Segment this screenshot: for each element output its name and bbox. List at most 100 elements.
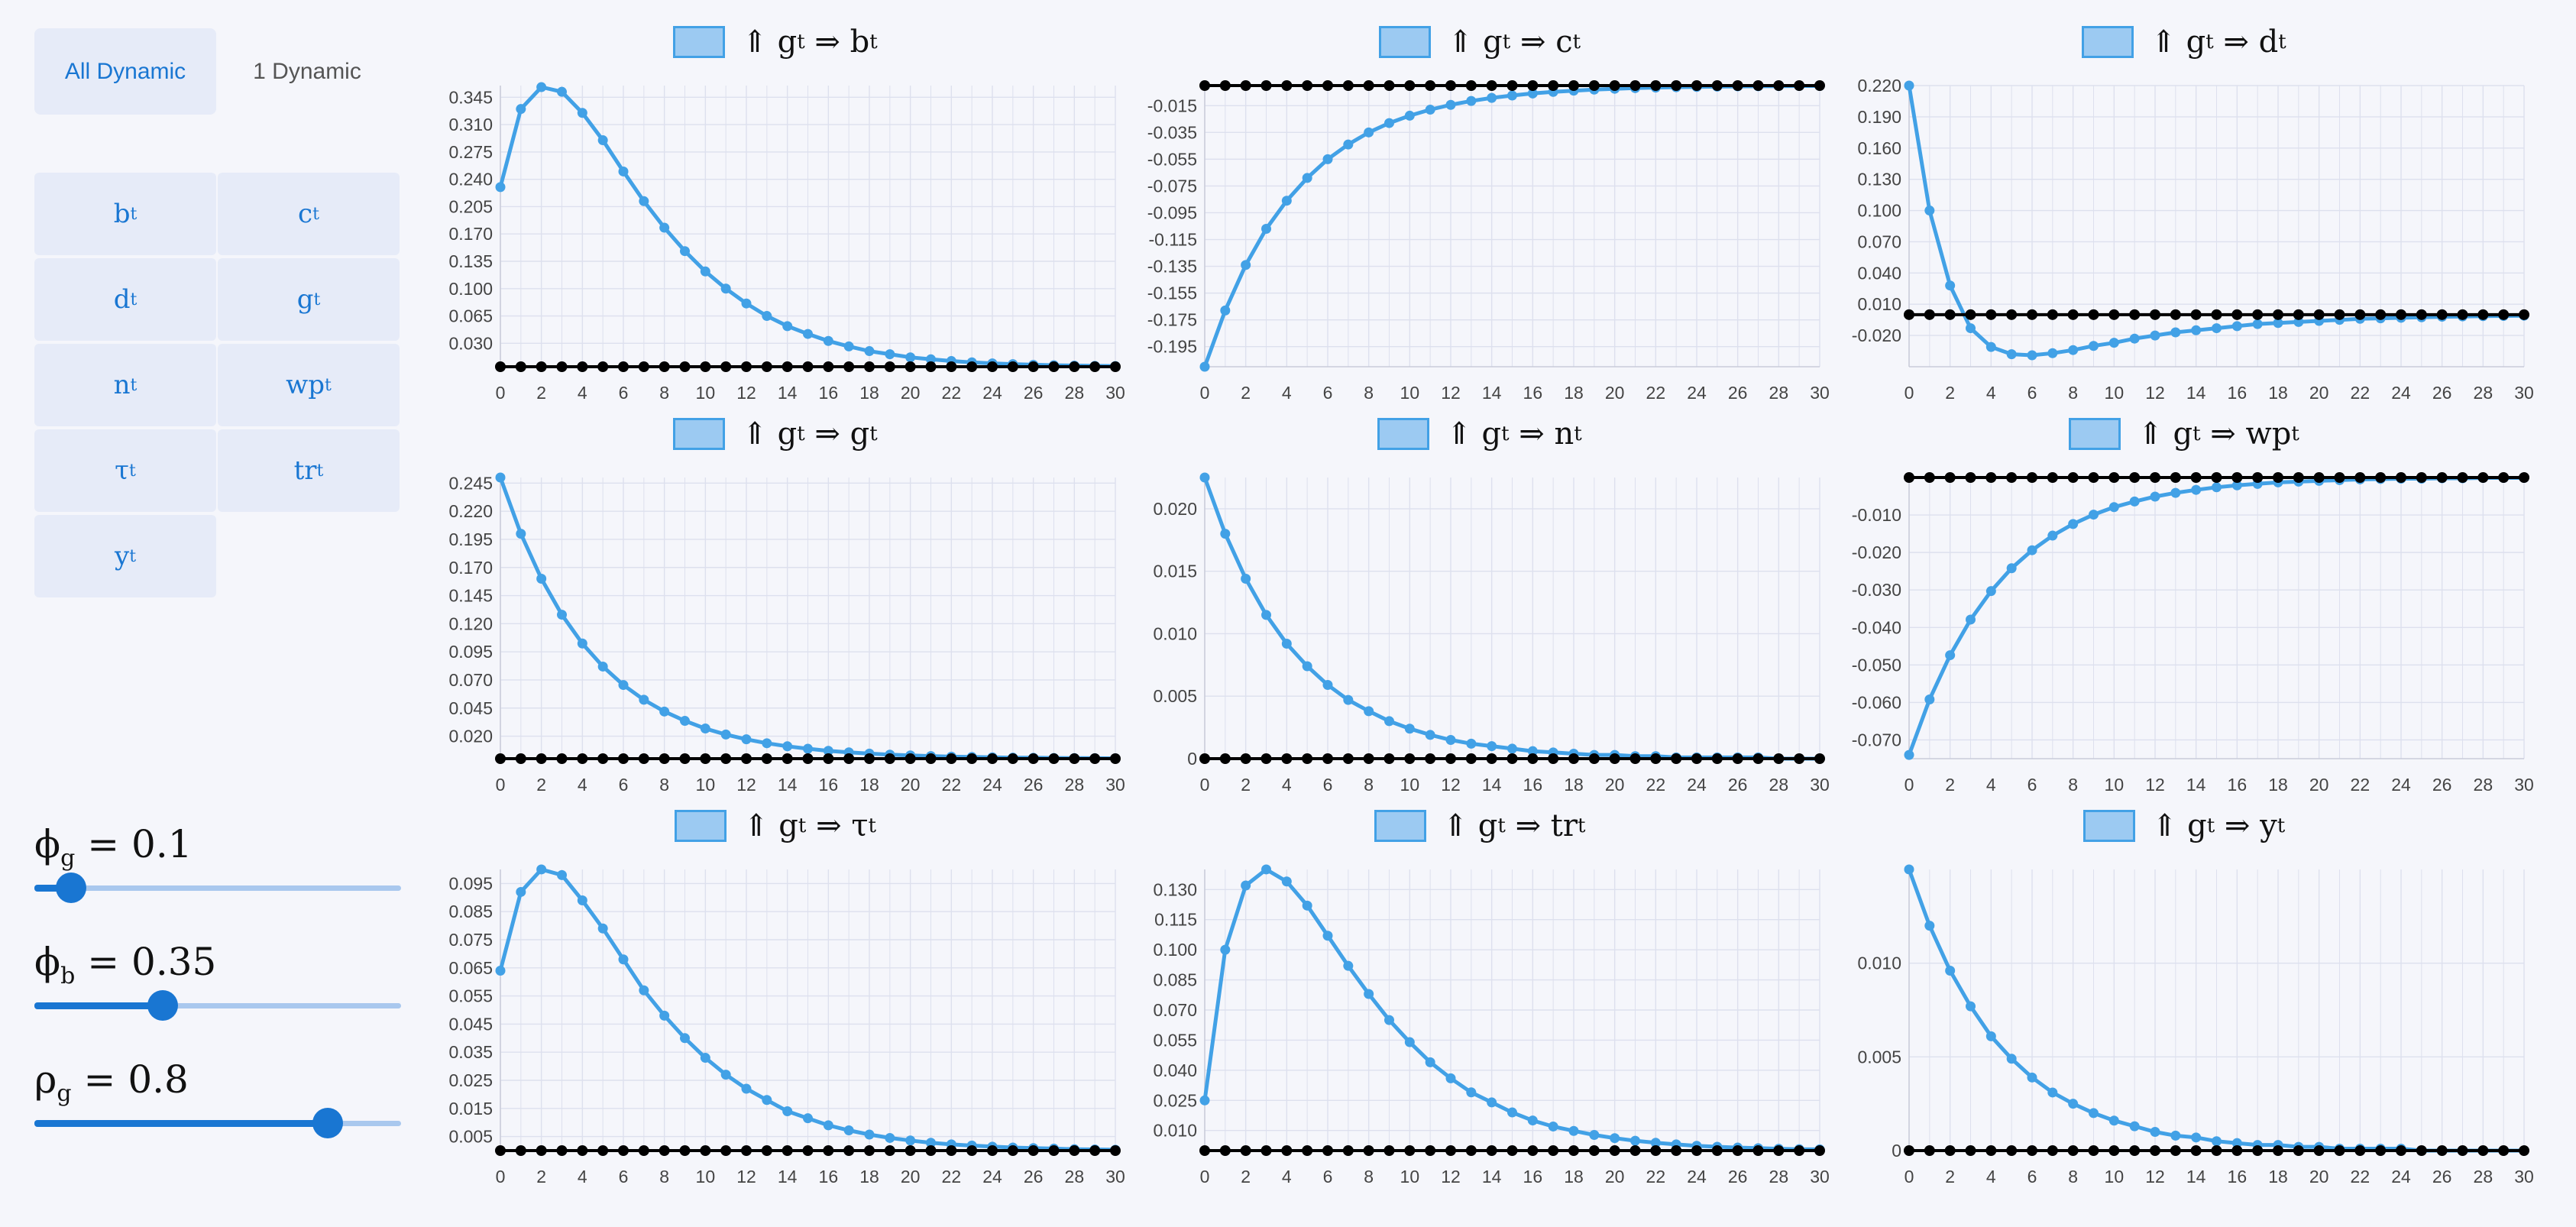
x-tick-label: 30 xyxy=(1105,383,1125,403)
x-tick-label: 16 xyxy=(819,775,839,795)
response-point xyxy=(597,135,608,146)
rho-g-slider[interactable] xyxy=(34,1108,401,1138)
baseline-point xyxy=(2436,1145,2448,1156)
baseline-point xyxy=(1260,80,1272,91)
legend-swatch[interactable] xyxy=(2082,26,2134,58)
legend-swatch[interactable] xyxy=(1377,418,1430,450)
response-point xyxy=(1220,305,1231,316)
title-lhs-sub: t xyxy=(2205,31,2214,53)
slider-thumb[interactable] xyxy=(312,1108,343,1138)
baseline-point xyxy=(2396,309,2406,320)
title-rhs: c xyxy=(1555,24,1573,60)
baseline-point xyxy=(1629,753,1641,764)
baseline-point xyxy=(2334,1145,2345,1156)
variable-button-tr[interactable]: tr t xyxy=(218,429,400,512)
grid xyxy=(1908,869,2525,1151)
title-rhs-sub: t xyxy=(1572,31,1581,53)
x-tick-label: 6 xyxy=(2027,383,2037,403)
baseline-point xyxy=(1904,309,1914,320)
legend-swatch[interactable] xyxy=(2082,810,2135,842)
variable-button-wp[interactable]: wp t xyxy=(218,344,400,426)
y-tick-label: 0.075 xyxy=(448,930,493,950)
phi-g-slider[interactable] xyxy=(34,872,401,903)
baseline-point xyxy=(1568,1145,1579,1156)
tab-all-dynamic[interactable]: All Dynamic xyxy=(34,28,216,115)
baseline-point xyxy=(2108,472,2120,483)
param-value: = 0.1 xyxy=(87,822,193,866)
legend-swatch[interactable] xyxy=(673,418,726,450)
response-point xyxy=(1241,260,1251,270)
baseline-point xyxy=(1089,361,1101,372)
title-rhs: τ xyxy=(851,808,869,843)
x-tick-label: 6 xyxy=(619,1167,629,1187)
response-point xyxy=(2027,350,2037,361)
grid xyxy=(1204,86,1820,367)
baseline-point xyxy=(905,361,916,372)
baseline-point xyxy=(2396,472,2406,483)
response-point xyxy=(843,341,854,351)
response-point xyxy=(762,1095,772,1106)
baseline-point xyxy=(1486,80,1497,91)
x-tick-label: 8 xyxy=(1364,383,1374,403)
title-lhs-sub: t xyxy=(797,422,805,445)
legend-swatch[interactable] xyxy=(675,810,727,842)
response-point xyxy=(1527,1115,1538,1126)
legend-swatch[interactable] xyxy=(673,26,726,58)
x-tick-label: 8 xyxy=(659,383,669,403)
response-point xyxy=(1945,965,1956,976)
phi-b-slider[interactable] xyxy=(34,990,401,1021)
baseline-point xyxy=(515,1145,526,1156)
response-point xyxy=(823,335,833,346)
response-point xyxy=(680,246,690,257)
baseline-point xyxy=(2457,309,2468,320)
title-lhs: ⇑ g xyxy=(1446,416,1502,452)
legend-swatch[interactable] xyxy=(2069,418,2121,450)
response-point xyxy=(1384,1015,1394,1025)
response-point xyxy=(1924,921,1935,931)
baseline-point xyxy=(2457,1145,2468,1156)
slider-thumb[interactable] xyxy=(56,872,86,903)
slider-thumb[interactable] xyxy=(147,990,178,1021)
baseline-point xyxy=(679,753,691,764)
x-tick-label: 16 xyxy=(1523,775,1543,795)
response-point xyxy=(2108,502,2119,513)
tab-1-dynamic[interactable]: 1 Dynamic xyxy=(253,58,361,84)
x-tick-label: 28 xyxy=(1065,1167,1085,1187)
legend-swatch[interactable] xyxy=(1378,26,1431,58)
response-point xyxy=(1630,1135,1640,1146)
baseline-point xyxy=(679,361,691,372)
baseline-point xyxy=(2477,472,2489,483)
y-tick-label: 0.025 xyxy=(1153,1090,1197,1110)
param-value: = 0.35 xyxy=(87,940,217,984)
baseline-point xyxy=(884,1145,895,1156)
baseline-point xyxy=(2334,309,2345,320)
legend-swatch[interactable] xyxy=(1374,810,1426,842)
variable-sub: t xyxy=(130,204,138,224)
y-tick-label: 0.070 xyxy=(1857,231,1901,251)
baseline-point xyxy=(700,1145,711,1156)
param-value: = 0.8 xyxy=(83,1057,189,1102)
baseline-point xyxy=(2027,309,2037,320)
response-point xyxy=(516,529,526,539)
baseline-point xyxy=(2027,472,2037,483)
baseline-point xyxy=(843,753,855,764)
response-point xyxy=(2089,1108,2099,1119)
x-tick-label: 28 xyxy=(2474,775,2493,795)
baseline-point xyxy=(1363,80,1374,91)
response-point xyxy=(1281,876,1292,887)
baseline-point xyxy=(1904,472,1914,483)
x-tick-label: 30 xyxy=(1105,1167,1125,1187)
baseline-point xyxy=(1007,1145,1018,1156)
x-tick-label: 2 xyxy=(1945,775,1955,795)
